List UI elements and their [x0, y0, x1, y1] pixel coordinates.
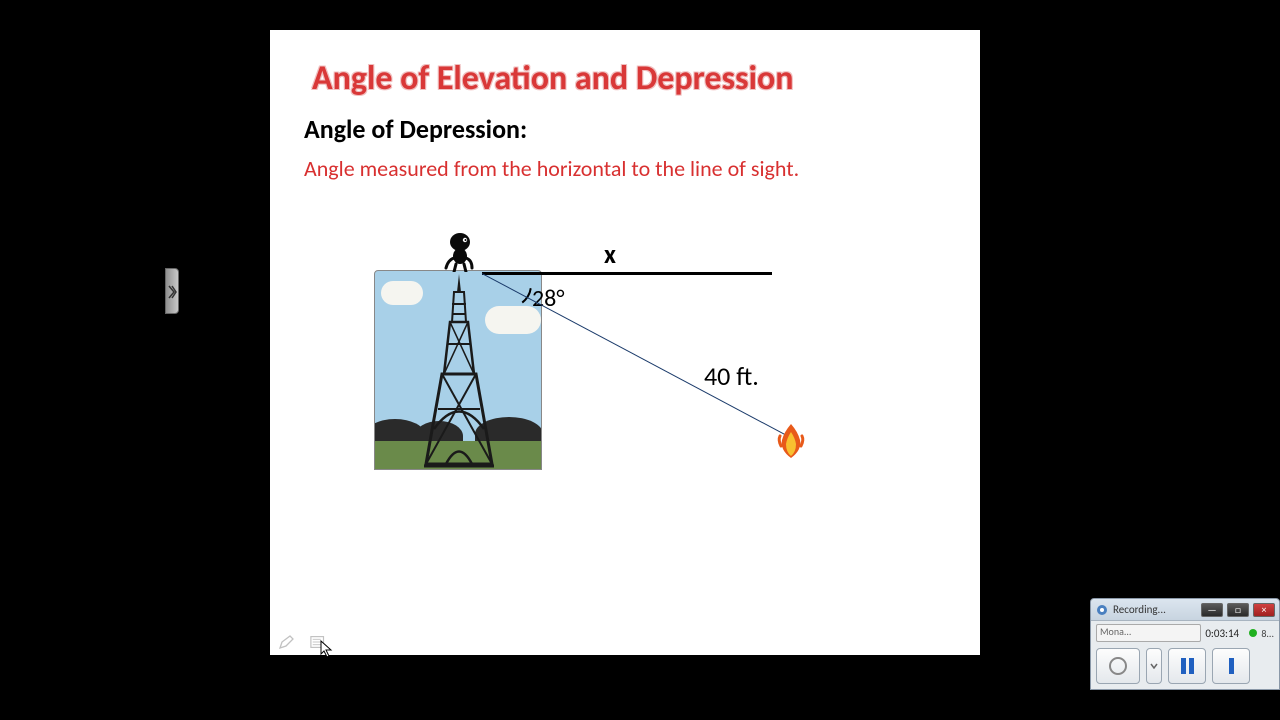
dropdown-button[interactable]	[1146, 648, 1162, 684]
record-icon	[1109, 657, 1127, 675]
recorder-app-icon	[1095, 603, 1109, 617]
cursor-icon	[320, 640, 334, 658]
status-dot-icon	[1249, 629, 1257, 637]
recorder-controls	[1091, 645, 1279, 687]
slide-definition: Angle measured from the horizontal to th…	[304, 155, 946, 182]
recorder-status-text: 8...	[1261, 627, 1274, 640]
fire-icon	[776, 422, 806, 460]
tower-icon	[424, 274, 494, 470]
recorder-dropdown[interactable]: Mona...	[1096, 624, 1201, 642]
pause-icon	[1181, 658, 1194, 674]
presentation-slide: Angle of Elevation and Depression Angle …	[270, 30, 980, 655]
x-label: x	[604, 238, 616, 270]
maximize-button[interactable]: □	[1227, 603, 1249, 617]
stop-button[interactable]	[1212, 648, 1250, 684]
recorder-time: 0:03:14	[1205, 627, 1245, 640]
recorder-info-row: Mona... 0:03:14 8...	[1091, 621, 1279, 645]
slide-subheading: Angle of Depression:	[304, 113, 946, 145]
close-button[interactable]: ×	[1253, 603, 1275, 617]
cloud-icon	[381, 281, 423, 305]
pen-icon[interactable]	[278, 634, 296, 650]
minimize-button[interactable]: —	[1201, 603, 1223, 617]
record-button[interactable]	[1096, 648, 1140, 684]
stop-icon	[1229, 658, 1234, 674]
recorder-title: Recording...	[1113, 603, 1197, 616]
side-panel-tab[interactable]	[165, 268, 179, 314]
pause-button[interactable]	[1168, 648, 1206, 684]
recorder-window[interactable]: Recording... — □ × Mona... 0:03:14 8...	[1090, 598, 1280, 690]
horizontal-line	[482, 272, 772, 275]
distance-label: 40 ft.	[704, 360, 759, 392]
person-icon	[442, 232, 482, 272]
angle-diagram: x 28° 40 ft.	[304, 212, 944, 572]
slide-title: Angle of Elevation and Depression	[304, 58, 946, 99]
recorder-titlebar[interactable]: Recording... — □ ×	[1091, 599, 1279, 621]
